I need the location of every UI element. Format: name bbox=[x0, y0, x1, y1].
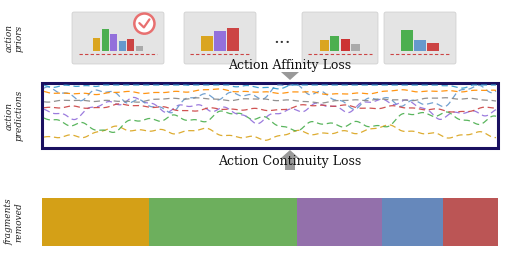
Bar bbox=[101, 29, 109, 51]
Bar bbox=[93, 38, 100, 51]
Bar bbox=[127, 39, 134, 51]
Bar bbox=[413, 40, 425, 51]
Bar bbox=[442, 198, 497, 246]
Text: action
predictions: action predictions bbox=[4, 90, 23, 141]
Bar bbox=[42, 198, 149, 246]
Bar bbox=[381, 198, 442, 246]
Text: action
priors: action priors bbox=[4, 24, 23, 52]
FancyBboxPatch shape bbox=[383, 12, 455, 64]
FancyBboxPatch shape bbox=[72, 12, 164, 64]
Bar bbox=[330, 36, 338, 51]
Bar bbox=[340, 39, 349, 51]
Bar bbox=[285, 158, 294, 170]
Bar bbox=[135, 46, 143, 51]
Text: Action Continuity Loss: Action Continuity Loss bbox=[218, 155, 361, 167]
Text: fragments
removed: fragments removed bbox=[4, 199, 23, 245]
FancyBboxPatch shape bbox=[301, 12, 377, 64]
Bar bbox=[401, 30, 412, 51]
Polygon shape bbox=[280, 150, 298, 158]
Bar bbox=[149, 198, 297, 246]
FancyBboxPatch shape bbox=[184, 12, 256, 64]
Text: Action Affinity Loss: Action Affinity Loss bbox=[228, 60, 351, 72]
Bar bbox=[351, 44, 359, 51]
Polygon shape bbox=[280, 72, 298, 80]
Bar bbox=[285, 72, 294, 74]
Bar bbox=[110, 34, 117, 51]
Bar bbox=[42, 83, 497, 148]
Bar bbox=[227, 28, 238, 51]
Bar bbox=[119, 42, 126, 51]
Bar bbox=[297, 198, 381, 246]
Text: ...: ... bbox=[273, 29, 290, 47]
Bar bbox=[201, 36, 212, 51]
Bar bbox=[214, 31, 225, 51]
Circle shape bbox=[134, 13, 154, 34]
Bar bbox=[319, 40, 328, 51]
Bar bbox=[427, 43, 438, 51]
